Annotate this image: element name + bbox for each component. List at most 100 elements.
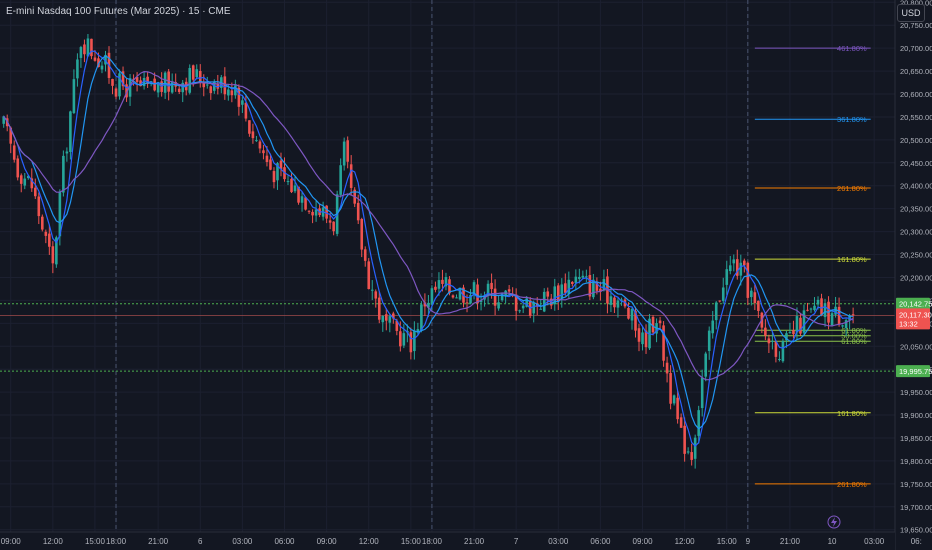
candle-body [177,88,181,92]
candle-body [255,140,258,142]
candle-body [384,314,388,321]
candle-body [490,282,493,290]
candle-body [750,290,753,298]
candle-body [381,315,385,323]
candle-body [118,73,121,97]
candle-body [16,158,20,178]
candle-body [578,276,581,279]
candle-body [823,303,827,318]
candle-body [244,102,248,119]
countdown-label: 13:32 [899,319,918,328]
candle-body [802,310,806,333]
moving-average-line-21 [3,70,854,381]
price-axis[interactable]: 19,650.00 19,700.00 19,750.00 19,800.00 19,8… [894,0,932,550]
candle-body [571,281,574,284]
candle-body [72,79,76,113]
candle-body [12,145,16,160]
candle-body [48,233,51,247]
candle-body [637,328,641,342]
time-tick-label: 03:00 [232,537,253,546]
candle-body [851,314,855,316]
time-tick-label: 03:00 [864,537,885,546]
candle-body [844,320,848,329]
currency-button[interactable]: USD [897,4,925,22]
candle-body [430,288,434,305]
candle-body [276,163,279,181]
candle-body [704,353,707,377]
candle-body [778,358,781,360]
price-tick-label: 20,200.00 [900,273,932,282]
candle-body [251,131,255,139]
candle-body [662,325,665,361]
candle-body [599,288,602,292]
time-tick-label: 12:00 [675,537,696,546]
candle-body [567,279,571,294]
candle-body [535,303,539,307]
time-tick-label: 6 [198,537,203,546]
candle-body [65,151,69,154]
candle-body [269,159,272,170]
fib-level-label: 61.80% [841,337,867,346]
candle-body [223,76,227,95]
price-tick-label: 19,900.00 [900,411,932,420]
candle-body [767,338,771,344]
candle-body [297,186,300,203]
candle-body [757,300,760,311]
candle-body [493,288,497,306]
candle-body [620,299,623,301]
candle-body [518,310,521,312]
price-tick-label: 20,750.00 [900,21,932,30]
candle-body [532,302,536,314]
candle-body [588,275,592,297]
price-tick-label: 20,350.00 [900,205,932,214]
candle-body [346,140,349,162]
candle-body [774,341,778,357]
candle-body [388,316,392,323]
price-tick-label: 20,050.00 [900,342,932,351]
level-price-tag-label: 20,142.75 [899,300,932,309]
fib-level-label: 161.80% [837,409,867,418]
time-tick-label: 12:00 [359,537,380,546]
candle-body [441,279,444,284]
level-price-tag [896,297,930,310]
candle-body [820,298,823,316]
candle-body [553,286,557,305]
candle-body [427,302,430,308]
candle-body [683,425,686,454]
candle-body [30,178,34,189]
time-tick-label: 18:00 [106,537,127,546]
time-tick-label: 21:00 [148,537,169,546]
candle-body [216,83,220,89]
candle-body [33,187,37,197]
moving-averages [3,50,854,447]
time-tick-label: 06: [911,537,922,546]
time-tick-label: 7 [514,537,519,546]
candle-body [595,281,599,291]
candle-body [725,269,729,285]
time-axis[interactable]: 09:00 12:00 15:00 18:00 21:00 6 03:00 06:00 09:0… [0,531,922,550]
fib-level-label: 261.80% [837,184,867,193]
candle-body [265,155,269,162]
time-tick-label: 06:00 [590,537,611,546]
candle-body [771,340,774,342]
candle-body [307,210,311,212]
price-tick-label: 20,650.00 [900,67,932,76]
candle-body [679,417,683,428]
level-price-tag-label: 19,995.75 [899,367,932,376]
candle-body [785,333,788,341]
lightning-icon[interactable] [827,515,841,529]
price-tick-label: 20,500.00 [900,136,932,145]
price-tick-label: 20,450.00 [900,159,932,168]
candle-body [792,330,795,335]
symbol-title[interactable]: E-mini Nasdaq 100 Futures (Mar 2025) · 1… [6,6,231,17]
candle-body [764,327,767,336]
candle-body [44,231,48,236]
footer-icons[interactable] [827,515,841,529]
time-tick-label: 12:00 [43,537,64,546]
candle-body [697,410,700,436]
candle-body [743,260,746,266]
candle-body [188,67,192,93]
